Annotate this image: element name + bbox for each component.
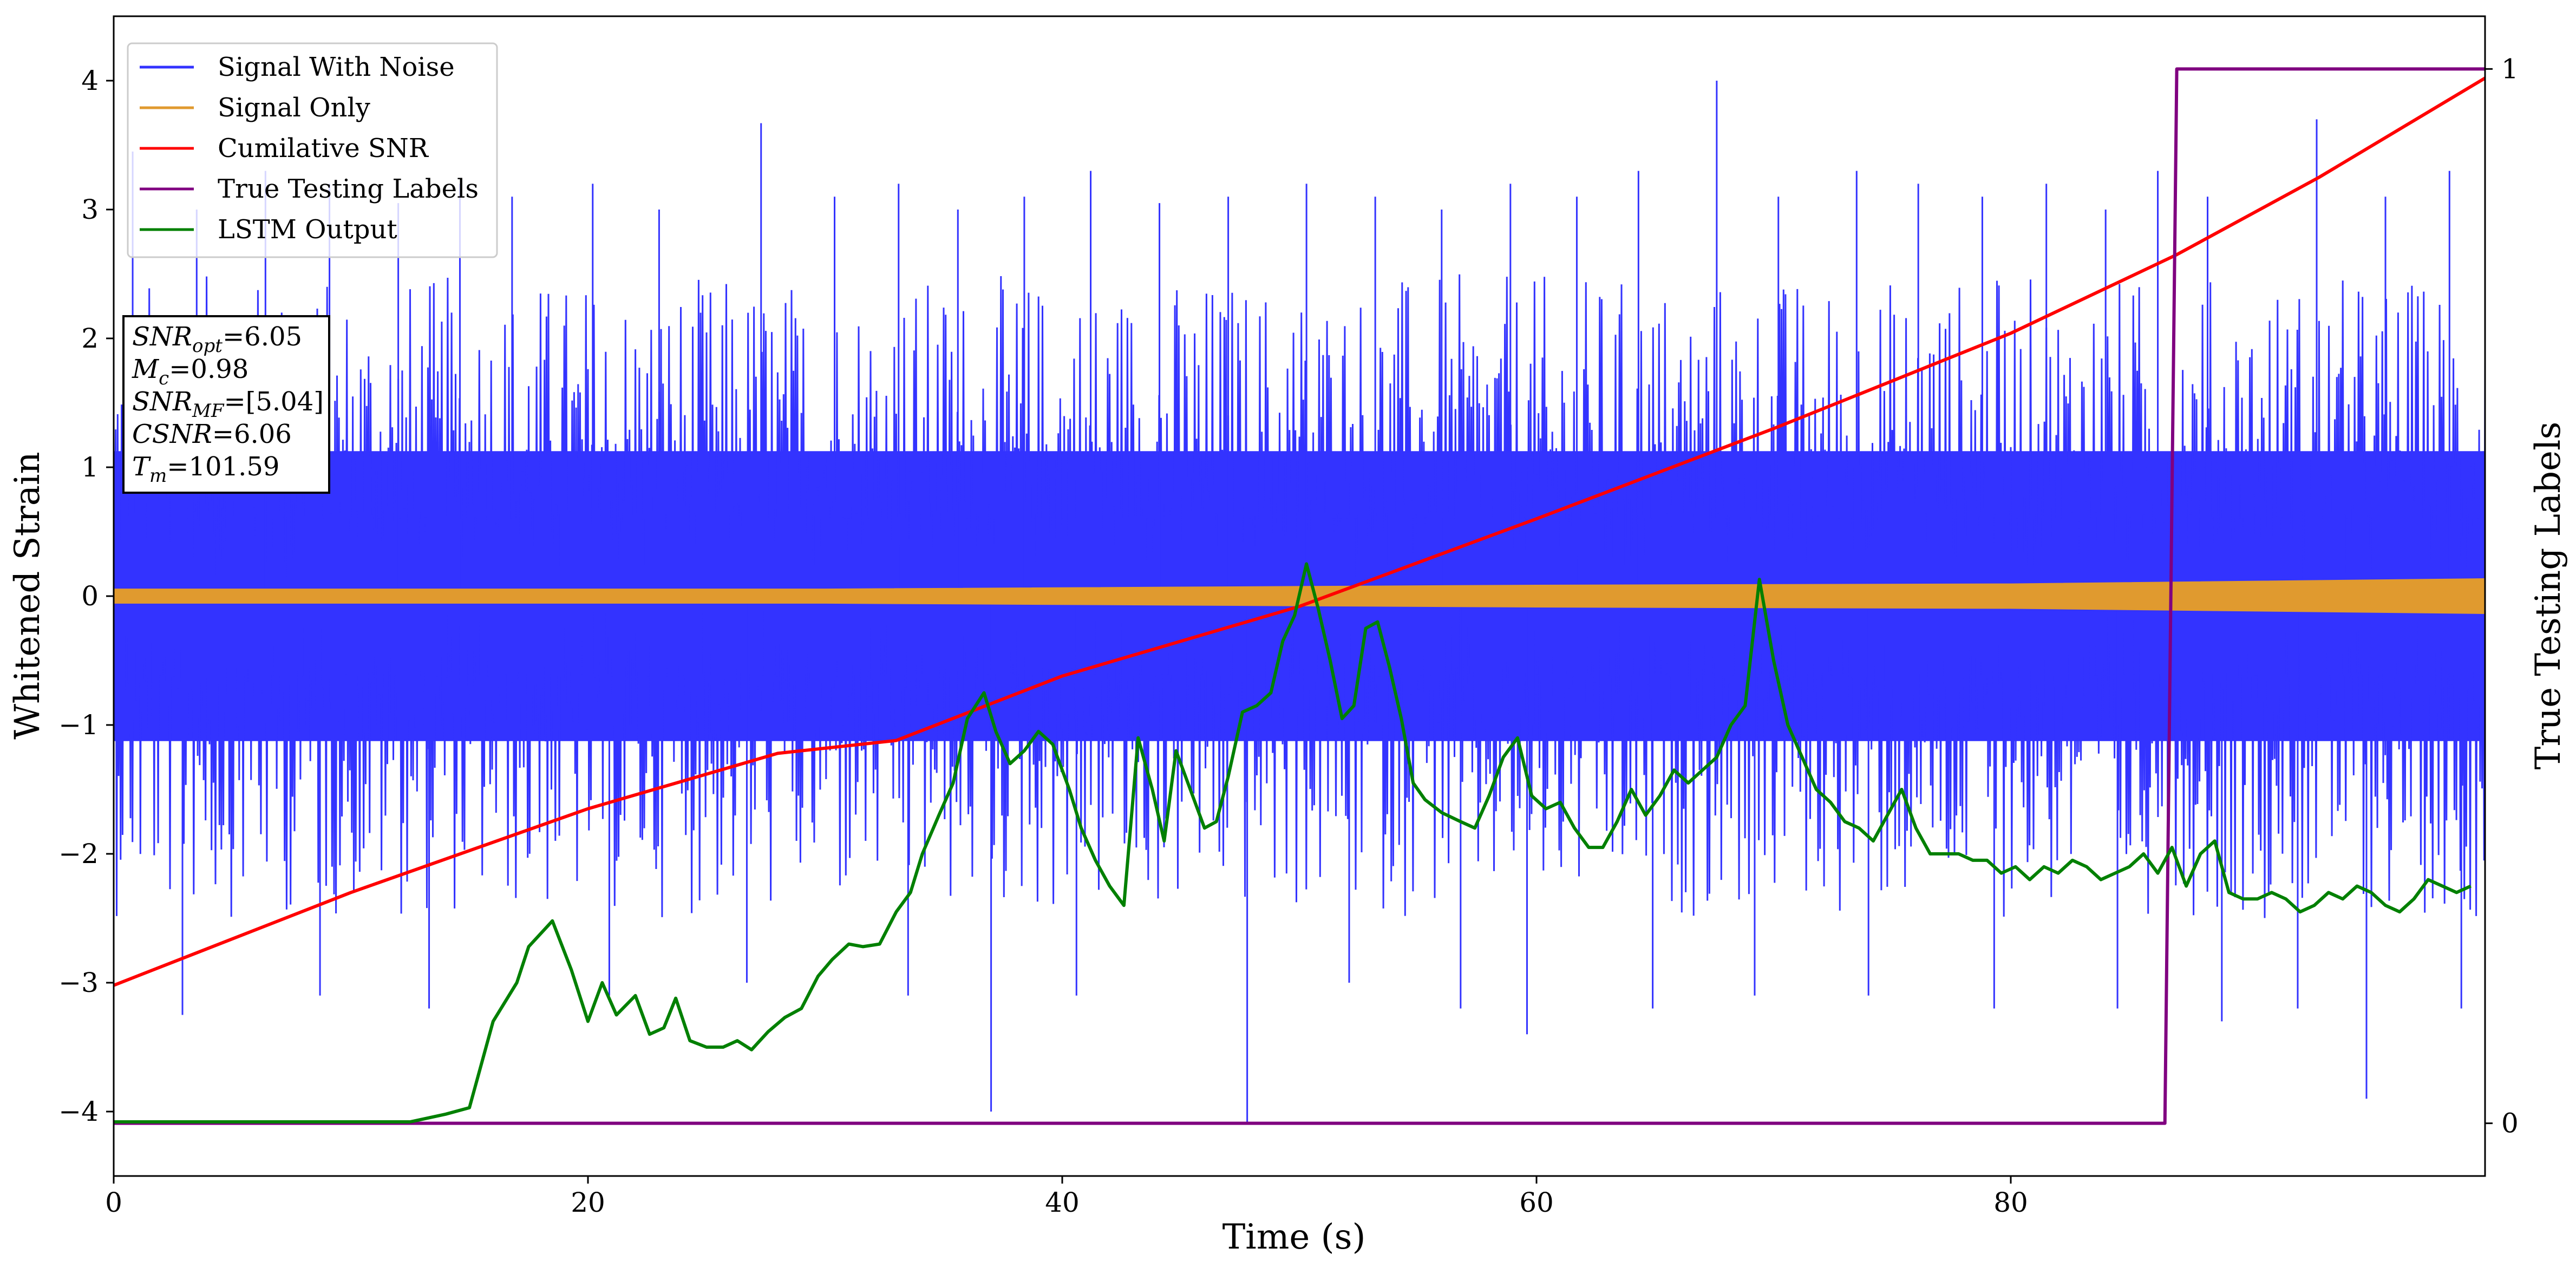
series-lstm-output — [114, 562, 2472, 1123]
legend-item: Signal With Noise — [140, 52, 455, 82]
y-tick-label: 3 — [81, 194, 99, 225]
y-tick-label: 1 — [81, 452, 99, 483]
y-tick-label: 2 — [81, 323, 99, 354]
y-tick-label: −2 — [58, 838, 99, 870]
info-box: SNRopt=6.05Mc=0.98SNRMF=[5.04]CSNR=6.06T… — [122, 315, 330, 494]
info-box-line: Tm=101.59 — [132, 452, 279, 487]
legend: Signal With Noise Signal Only Cumilative S… — [127, 42, 498, 258]
legend-label: LSTM Output — [218, 214, 397, 245]
legend-item: LSTM Output — [140, 214, 397, 245]
x-tick-label: 60 — [1519, 1187, 1554, 1218]
y-tick-label: −3 — [58, 967, 99, 998]
legend-frame — [127, 42, 498, 258]
legend-label: True Testing Labels — [218, 174, 479, 204]
legend-item: True Testing Labels — [140, 174, 479, 204]
x-tick-label: 80 — [1993, 1187, 2028, 1218]
y2-tick-label: 1 — [2501, 53, 2519, 84]
legend-label: Signal With Noise — [218, 52, 455, 82]
x-axis-title: Time (s) — [1222, 1217, 1366, 1257]
noise-trace — [114, 274, 2485, 918]
info-box-line: Mc=0.98 — [132, 354, 249, 389]
legend-label: Cumilative SNR — [218, 133, 429, 164]
info-box-line: SNRMF=[5.04] — [132, 387, 324, 422]
x-tick-label: 0 — [105, 1187, 122, 1218]
legend-label: Signal Only — [218, 93, 370, 123]
legend-item: Signal Only — [140, 93, 370, 123]
info-box-line: SNRopt=6.05 — [132, 322, 302, 357]
y-tick-label: 4 — [81, 65, 99, 96]
info-box-frame — [122, 315, 330, 494]
y2-tick-label: 0 — [2501, 1108, 2519, 1139]
info-box-line: CSNR=6.06 — [132, 419, 292, 449]
y-axis-title: Whitened Strain — [8, 452, 48, 739]
series-true-testing-labels — [114, 67, 2485, 1125]
y-tick-label: −1 — [58, 709, 99, 741]
y2-axis-title: True Testing Labels — [2528, 422, 2568, 770]
x-tick-label: 20 — [571, 1187, 605, 1218]
series-cumilative-snr — [114, 76, 2485, 987]
x-tick-label: 40 — [1045, 1187, 1080, 1218]
y-tick-label: 0 — [81, 580, 99, 612]
legend-item: Cumilative SNR — [140, 133, 429, 164]
y-tick-label: −4 — [58, 1096, 99, 1127]
plot-area — [114, 67, 2485, 1125]
